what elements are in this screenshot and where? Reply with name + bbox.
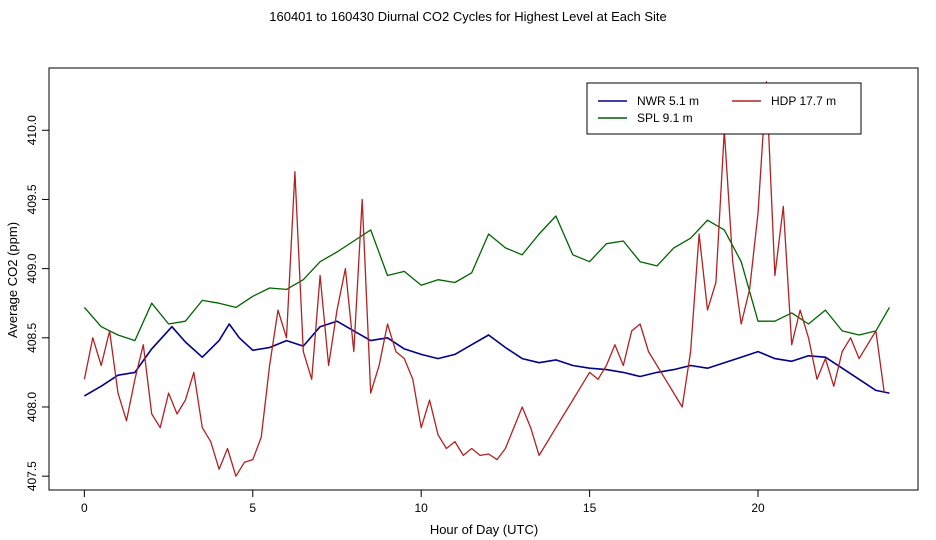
- y-tick-label: 407.5: [25, 461, 39, 491]
- y-axis-label: Average CO2 (ppm): [5, 222, 20, 338]
- legend-label-spl: SPL 9.1 m: [637, 111, 693, 125]
- y-axis: 407.5 408.0 408.5 409.0 409.5 410.0: [25, 115, 50, 491]
- x-axis: 0 5 10 15 20: [81, 489, 765, 515]
- x-tick-label: 0: [81, 501, 88, 515]
- x-axis-label: Hour of Day (UTC): [430, 522, 538, 537]
- legend-label-nwr: NWR 5.1 m: [637, 94, 699, 108]
- y-tick-label: 408.0: [25, 392, 39, 422]
- series-line-nwr: [83, 320, 890, 397]
- y-tick-label: 409.5: [25, 184, 39, 214]
- legend: NWR 5.1 m SPL 9.1 m HDP 17.7 m: [586, 82, 862, 135]
- x-tick-label: 15: [583, 501, 597, 515]
- legend-label-hdp: HDP 17.7 m: [771, 94, 836, 108]
- series-line-hdp: [83, 81, 885, 477]
- series-layer: [83, 81, 890, 477]
- x-tick-label: 20: [751, 501, 765, 515]
- series-line-spl: [83, 215, 890, 342]
- x-tick-label: 10: [415, 501, 429, 515]
- y-tick-label: 409.0: [25, 253, 39, 283]
- x-tick-label: 5: [249, 501, 256, 515]
- chart-title: 160401 to 160430 Diurnal CO2 Cycles for …: [269, 9, 666, 24]
- y-tick-label: 410.0: [25, 115, 39, 145]
- y-tick-label: 408.5: [25, 322, 39, 352]
- legend-box: [586, 82, 862, 135]
